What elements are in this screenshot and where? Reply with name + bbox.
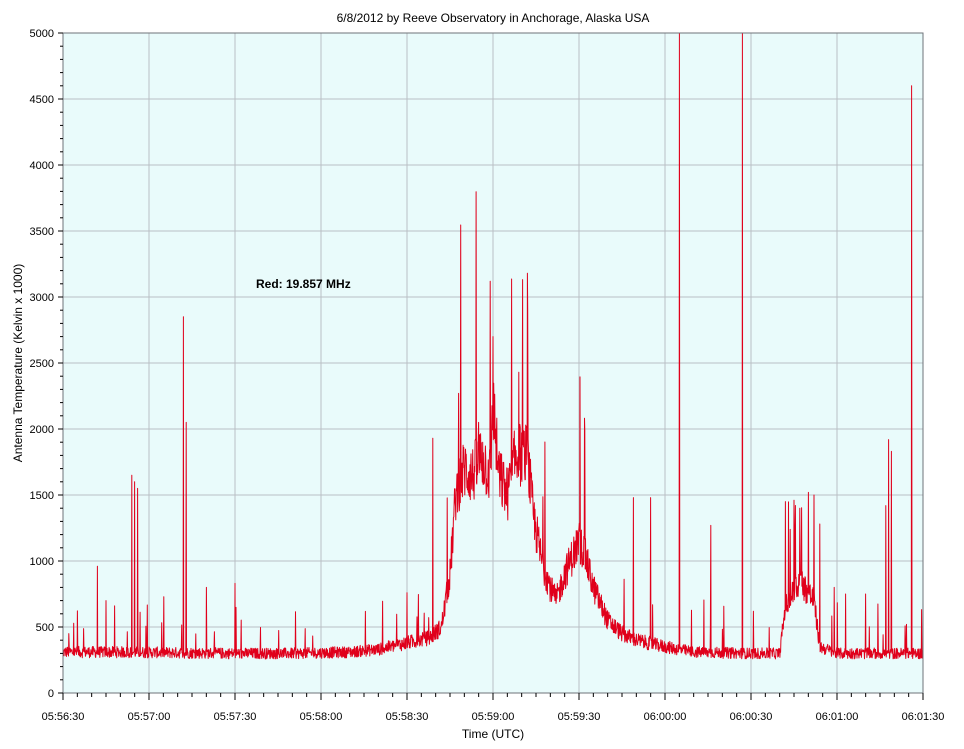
y-axis: 0 500 1000 1500 2000 2500 3000 3500 4000 4500 5000 — [30, 28, 63, 700]
y-tick-label: 500 — [36, 622, 54, 634]
x-tick-label: 06:00:30 — [730, 711, 773, 723]
x-tick-label: 05:59:30 — [558, 711, 601, 723]
y-axis-title: Antenna Temperature (Kelvin x 1000) — [11, 264, 25, 463]
y-tick-label: 3500 — [30, 226, 54, 238]
y-tick-label: 2000 — [30, 424, 54, 436]
x-tick-label: 05:58:00 — [300, 711, 343, 723]
x-tick-label: 05:56:30 — [42, 711, 85, 723]
x-tick-label: 05:57:00 — [128, 711, 171, 723]
x-tick-label: 05:59:00 — [472, 711, 515, 723]
series-group — [62, 32, 924, 660]
y-tick-label: 0 — [48, 688, 54, 700]
y-tick-label: 5000 — [30, 28, 54, 40]
x-tick-label: 06:01:30 — [902, 711, 945, 723]
chart-title: 6/8/2012 by Reeve Observatory in Anchora… — [337, 11, 650, 25]
x-tick-label: 06:01:00 — [816, 711, 859, 723]
y-tick-label: 1500 — [30, 490, 54, 502]
x-tick-label: 05:58:30 — [386, 711, 429, 723]
series-line — [62, 32, 924, 660]
x-axis: 05:56:30 05:57:00 05:57:30 05:58:00 05:58:30… — [42, 693, 945, 723]
y-tick-label: 4000 — [30, 160, 54, 172]
series-annotation: Red: 19.857 MHz — [256, 277, 351, 291]
x-tick-label: 05:57:30 — [214, 711, 257, 723]
y-tick-label: 3000 — [30, 292, 54, 304]
y-tick-label: 1000 — [30, 556, 54, 568]
y-tick-label: 2500 — [30, 358, 54, 370]
x-axis-title: Time (UTC) — [462, 727, 524, 741]
x-tick-label: 06:00:00 — [644, 711, 687, 723]
y-tick-label: 4500 — [30, 94, 54, 106]
